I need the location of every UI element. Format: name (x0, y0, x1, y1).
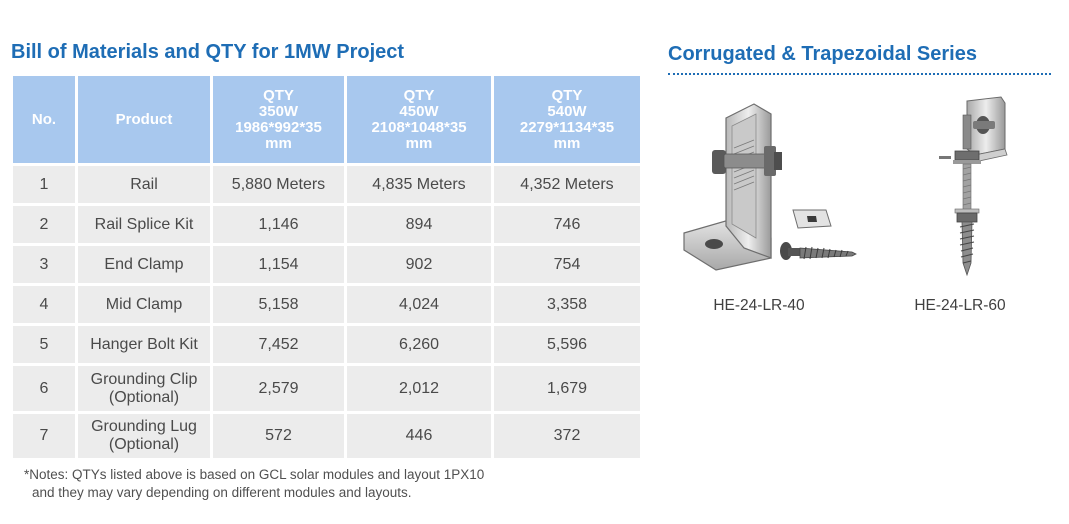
cell-qty-350w: 7,452 (213, 326, 344, 363)
product-caption: HE-24-LR-40 (713, 297, 805, 314)
header-qty-450w: QTY 450W 2108*1048*35 mm (347, 76, 491, 163)
cell-no: 5 (13, 326, 75, 363)
cell-qty-450w: 894 (347, 206, 491, 243)
notes-line: *Notes: QTYs listed above is based on GC… (24, 467, 485, 482)
notes-line: and they may vary depending on different… (32, 485, 412, 500)
cell-qty-540w: 5,596 (494, 326, 640, 363)
cell-product: Grounding Lug (Optional) (78, 414, 210, 458)
cell-product: End Clamp (78, 246, 210, 283)
cell-no: 7 (13, 414, 75, 458)
header-no: No. (13, 76, 75, 163)
cell-no: 1 (13, 166, 75, 203)
cell-product: Rail Splice Kit (78, 206, 210, 243)
bom-table: No. Product QTY 350W 1986*992*35 mm QTY … (10, 73, 643, 461)
header-line: 540W (547, 102, 587, 120)
header-line: mm (405, 134, 433, 152)
header-product: Product (78, 76, 210, 163)
cell-qty-540w: 4,352 Meters (494, 166, 640, 203)
cell-qty-350w: 572 (213, 414, 344, 458)
cell-product: Rail (78, 166, 210, 203)
cell-qty-540w: 754 (494, 246, 640, 283)
cell-qty-540w: 746 (494, 206, 640, 243)
product-line: Rail (130, 175, 158, 193)
header-line: QTY (551, 86, 583, 104)
table-header-row: No. Product QTY 350W 1986*992*35 mm QTY … (13, 76, 640, 163)
series-title: Corrugated & Trapezoidal Series (668, 43, 977, 65)
cell-qty-350w: 2,579 (213, 366, 344, 411)
header-line: 2279*1134*35 (519, 118, 615, 136)
header-line: mm (265, 134, 292, 152)
cell-qty-450w: 446 (347, 414, 491, 458)
product-line: (Optional) (108, 436, 180, 453)
cell-product: Mid Clamp (78, 286, 210, 323)
cell-product: Grounding Clip (Optional) (78, 366, 210, 411)
product-line: End Clamp (104, 255, 184, 273)
cell-qty-350w: 1,146 (213, 206, 344, 243)
cell-qty-540w: 3,358 (494, 286, 640, 323)
table-row: 2 Rail Splice Kit 1,146 894 746 (13, 206, 640, 243)
cell-qty-350w: 5,880 Meters (213, 166, 344, 203)
cell-qty-450w: 4,024 (347, 286, 491, 323)
table-row: 5 Hanger Bolt Kit 7,452 6,260 5,596 (13, 326, 640, 363)
header-line: QTY (403, 86, 435, 104)
table-row: 3 End Clamp 1,154 902 754 (13, 246, 640, 283)
cell-qty-450w: 6,260 (347, 326, 491, 363)
product-line: Grounding Lug (91, 418, 197, 435)
hanger-bolt-with-bracket-icon (939, 96, 1008, 277)
cell-qty-450w: 902 (347, 246, 491, 283)
product-caption: HE-24-LR-60 (914, 297, 1006, 314)
table-row: 1 Rail 5,880 Meters 4,835 Meters 4,352 M… (13, 166, 640, 203)
cell-no: 4 (13, 286, 75, 323)
cell-no: 6 (13, 366, 75, 411)
product-line: Rail Splice Kit (94, 215, 194, 233)
product-line: Mid Clamp (105, 295, 183, 313)
header-line: 2108*1048*35 (371, 118, 467, 136)
cell-qty-540w: 1,679 (494, 366, 640, 411)
table-row: 7 Grounding Lug (Optional) 572 446 372 (13, 414, 640, 458)
product-line: Grounding Clip (90, 370, 198, 388)
header-line: mm (553, 134, 581, 152)
l-bracket-with-screw-icon (683, 103, 857, 271)
header-line: 350W (258, 102, 299, 120)
cell-product: Hanger Bolt Kit (78, 326, 210, 363)
cell-qty-540w: 372 (494, 414, 640, 458)
cell-qty-350w: 1,154 (213, 246, 344, 283)
cell-qty-350w: 5,158 (213, 286, 344, 323)
cell-no: 2 (13, 206, 75, 243)
cell-qty-450w: 4,835 Meters (347, 166, 491, 203)
product-line: (Optional) (108, 388, 180, 406)
table-row: 4 Mid Clamp 5,158 4,024 3,358 (13, 286, 640, 323)
header-line: 1986*992*35 (235, 118, 322, 136)
header-line: QTY (263, 86, 294, 104)
cell-qty-450w: 2,012 (347, 366, 491, 411)
header-line: 450W (399, 102, 439, 120)
table-row: 6 Grounding Clip (Optional) 2,579 2,012 … (13, 366, 640, 411)
title-dotted-divider (668, 73, 1051, 75)
bom-title: Bill of Materials and QTY for 1MW Projec… (11, 41, 405, 63)
product-line: Hanger Bolt Kit (90, 335, 198, 353)
notes: *Notes: QTYs listed above is based on GC… (24, 466, 484, 502)
header-qty-540w: QTY 540W 2279*1134*35 mm (494, 76, 640, 163)
cell-no: 3 (13, 246, 75, 283)
header-qty-350w: QTY 350W 1986*992*35 mm (213, 76, 344, 163)
